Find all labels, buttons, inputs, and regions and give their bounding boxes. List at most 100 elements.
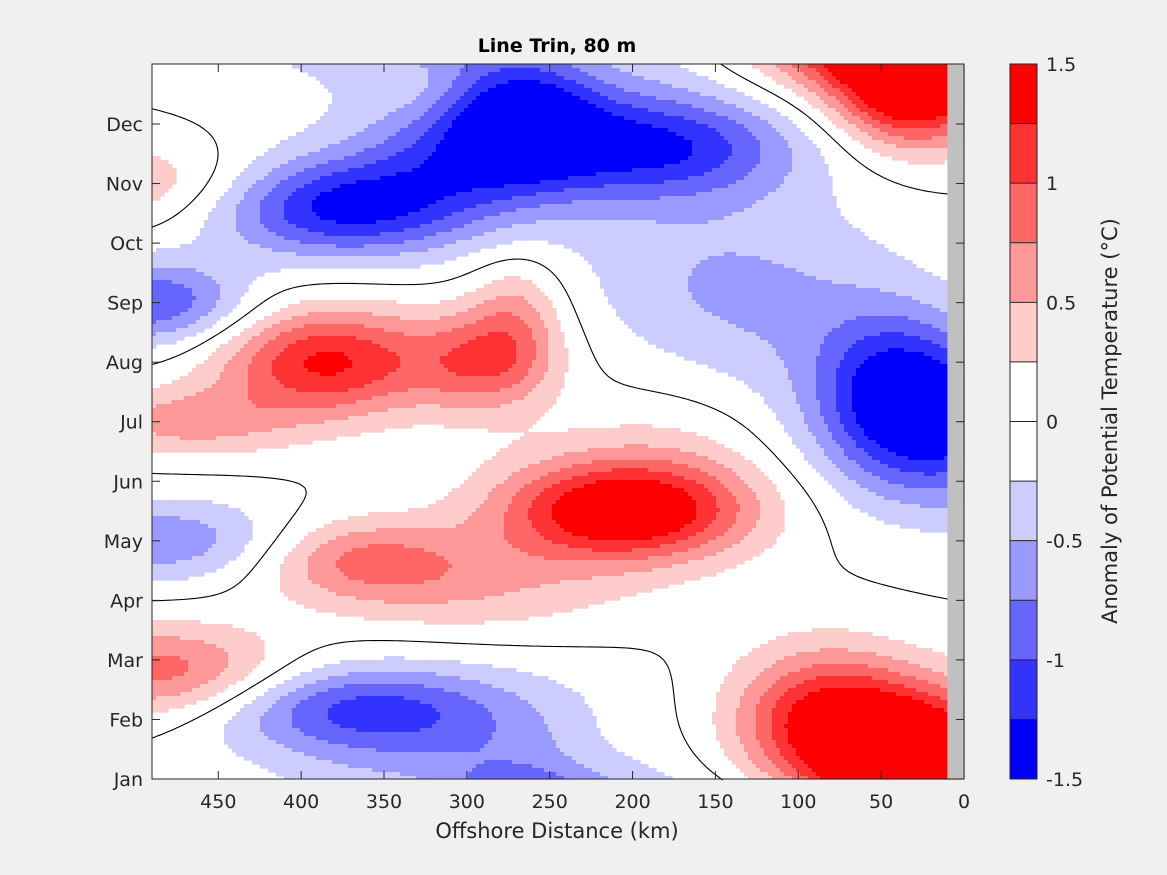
contour-cell [540,80,545,85]
contour-cell [508,156,513,161]
contour-cell [368,100,373,105]
contour-cell [328,128,333,133]
contour-cell [372,176,377,181]
contour-cell [504,88,509,93]
contour-cell [420,148,425,153]
contour-cell [588,184,593,189]
contour-cell [500,160,505,165]
contour-cell [696,140,701,145]
contour-cell [924,128,929,133]
contour-cell [300,144,305,149]
contour-cell [876,136,881,141]
contour-cell [336,100,341,105]
contour-cell [680,176,685,181]
contour-cell [892,80,897,85]
contour-cell [316,156,321,161]
contour-cell [168,184,173,189]
contour-cell [760,140,765,145]
contour-cell [348,152,353,157]
contour-cell [452,164,457,169]
contour-cell [656,124,661,129]
contour-cell [284,152,289,157]
contour-cell [368,80,373,85]
contour-cell [412,152,417,157]
contour-cell [540,76,545,81]
contour-cell [672,108,677,113]
contour-cell [536,144,541,149]
contour-cell [872,108,877,113]
contour-cell [516,140,521,145]
contour-cell [804,72,809,77]
contour-cell [908,108,913,113]
contour-cell [640,68,645,73]
contour-cell [852,136,857,141]
contour-cell [476,96,481,101]
contour-cell [664,156,669,161]
contour-cell [420,116,425,121]
contour-cell [408,168,413,173]
contour-cell [612,160,617,165]
contour-cell [884,80,889,85]
contour-cell [844,92,849,97]
contour-cell [724,88,729,93]
contour-cell [620,132,625,137]
contour-cell [552,88,557,93]
contour-cell [868,108,873,113]
contour-cell [452,172,457,177]
contour-cell [336,160,341,165]
contour-cell [696,112,701,117]
contour-cell [344,88,349,93]
contour-cell [900,140,905,145]
contour-cell [576,168,581,173]
contour-cell [248,184,253,189]
contour-cell [864,96,869,101]
contour-cell [356,132,361,137]
contour-cell [620,156,625,161]
contour-cell [508,192,513,197]
contour-cell [920,128,925,133]
contour-cell [680,144,685,149]
contour-cell [672,72,677,77]
contour-cell [564,140,569,145]
contour-cell [872,104,877,109]
contour-cell [668,92,673,97]
contour-cell [752,140,757,145]
contour-cell [416,84,421,89]
contour-cell [488,108,493,113]
contour-cell [616,108,621,113]
contour-cell [932,140,937,145]
contour-cell [900,76,905,81]
contour-cell [792,176,797,181]
contour-cell [760,168,765,173]
contour-cell [340,88,345,93]
contour-cell [912,100,917,105]
contour-cell [920,88,925,93]
contour-cell [580,92,585,97]
contour-cell [812,168,817,173]
contour-cell [300,188,305,193]
contour-cell [584,192,589,197]
contour-cell [328,112,333,117]
contour-cell [320,140,325,145]
contour-cell [612,152,617,157]
contour-cell [932,124,937,129]
contour-cell [688,172,693,177]
contour-cell [440,160,445,165]
contour-cell [660,112,665,117]
contour-cell [684,116,689,121]
contour-cell [748,116,753,121]
contour-cell [416,108,421,113]
contour-cell [532,132,537,137]
contour-cell [448,84,453,89]
contour-cell [328,164,333,169]
contour-cell [672,64,677,69]
contour-cell [344,172,349,177]
contour-cell [636,72,641,77]
contour-cell [788,140,793,145]
contour-cell [384,88,389,93]
contour-cell [364,140,369,145]
contour-cell [496,132,501,137]
contour-cell [428,84,433,89]
contour-cell [588,136,593,141]
contour-cell [276,172,281,177]
